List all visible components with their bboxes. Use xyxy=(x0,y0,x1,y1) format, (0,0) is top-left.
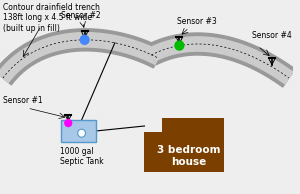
Text: 1000 gal
Septic Tank: 1000 gal Septic Tank xyxy=(59,147,103,166)
Text: Sensor #1: Sensor #1 xyxy=(3,96,43,105)
Circle shape xyxy=(175,41,184,50)
Text: Sensor #2: Sensor #2 xyxy=(61,11,100,20)
Circle shape xyxy=(65,120,72,126)
Bar xyxy=(61,120,96,142)
Bar xyxy=(162,118,224,134)
Circle shape xyxy=(80,35,89,44)
Bar xyxy=(144,132,224,172)
Text: Contour drainfield trench
138ft long x 4.5 ft wide
(built up in fill): Contour drainfield trench 138ft long x 4… xyxy=(3,3,100,33)
Polygon shape xyxy=(0,33,161,82)
Polygon shape xyxy=(148,37,293,84)
Polygon shape xyxy=(0,29,163,85)
Text: Sensor #3: Sensor #3 xyxy=(177,16,217,26)
Text: Sensor #4: Sensor #4 xyxy=(252,31,292,40)
Circle shape xyxy=(78,129,86,137)
Polygon shape xyxy=(147,33,295,87)
Text: 3 bedroom
house: 3 bedroom house xyxy=(157,145,220,167)
